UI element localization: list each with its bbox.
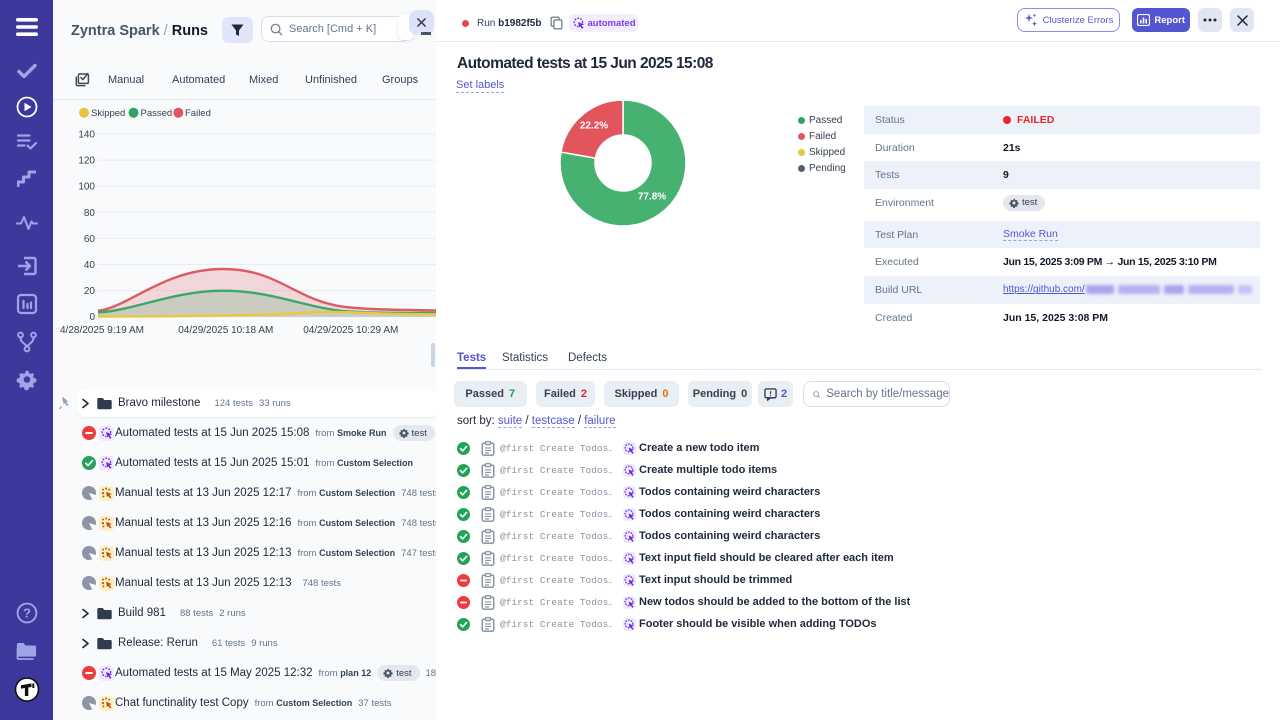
svg-text:77.8%: 77.8% (638, 192, 666, 203)
svg-text:140: 140 (78, 130, 95, 141)
svg-text:Skipped: Skipped (91, 108, 125, 119)
svg-text:80: 80 (84, 208, 96, 219)
svg-text:Failed: Failed (185, 108, 211, 119)
svg-text:?: ? (23, 606, 31, 621)
svg-text:4/28/2025 9:19 AM: 4/28/2025 9:19 AM (60, 325, 144, 336)
svg-text:120: 120 (78, 156, 95, 167)
svg-text:22.2%: 22.2% (580, 121, 608, 132)
svg-text:0: 0 (89, 312, 95, 323)
svg-text:60: 60 (84, 234, 96, 245)
svg-text:Passed: Passed (141, 108, 173, 119)
svg-text:04/29/2025 10:18 AM: 04/29/2025 10:18 AM (178, 325, 273, 336)
svg-text:20: 20 (84, 286, 96, 297)
svg-text:04/29/2025 10:29 AM: 04/29/2025 10:29 AM (303, 325, 398, 336)
svg-text:100: 100 (78, 182, 95, 193)
svg-text:40: 40 (84, 260, 96, 271)
